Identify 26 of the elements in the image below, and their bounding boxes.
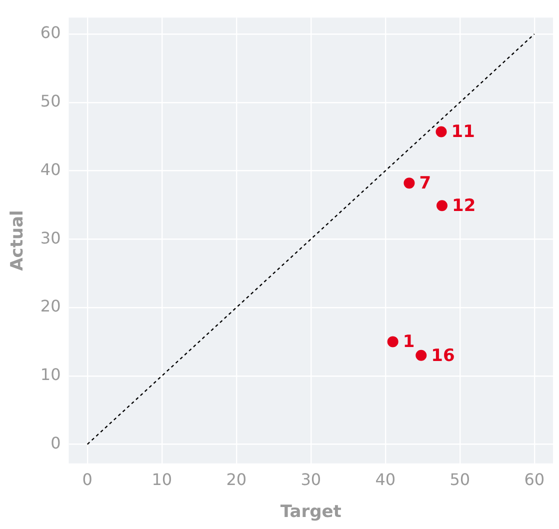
y-tick-label: 60 bbox=[40, 23, 61, 42]
point bbox=[387, 336, 398, 348]
x-axis-title: Target bbox=[280, 502, 342, 522]
x-tick-label: 0 bbox=[82, 470, 92, 490]
x-tick-label: 30 bbox=[300, 470, 322, 490]
annotation: 7 bbox=[419, 173, 432, 194]
x-tick-label: 40 bbox=[375, 470, 396, 490]
annotation: 16 bbox=[431, 346, 455, 366]
y-tick-label: 0 bbox=[50, 433, 61, 452]
point bbox=[416, 350, 427, 361]
y-tick-label: 10 bbox=[40, 365, 61, 384]
y-tick-label: 50 bbox=[40, 92, 61, 111]
x-tick-label: 10 bbox=[152, 470, 172, 490]
x-tick-label: 20 bbox=[226, 470, 247, 490]
point bbox=[436, 126, 447, 138]
y-axis-title: Actual bbox=[8, 210, 28, 271]
y-tick-label: 30 bbox=[40, 228, 61, 248]
annotation: 12 bbox=[452, 196, 476, 216]
x-tick-label: 50 bbox=[450, 470, 470, 490]
point bbox=[436, 200, 448, 212]
y-tick-label: 40 bbox=[40, 160, 61, 179]
annotation: 1 bbox=[402, 332, 415, 352]
point bbox=[404, 178, 415, 189]
y-tick-label: 20 bbox=[40, 296, 61, 316]
x-tick-label: 60 bbox=[524, 470, 545, 490]
annotation: 11 bbox=[451, 122, 475, 142]
